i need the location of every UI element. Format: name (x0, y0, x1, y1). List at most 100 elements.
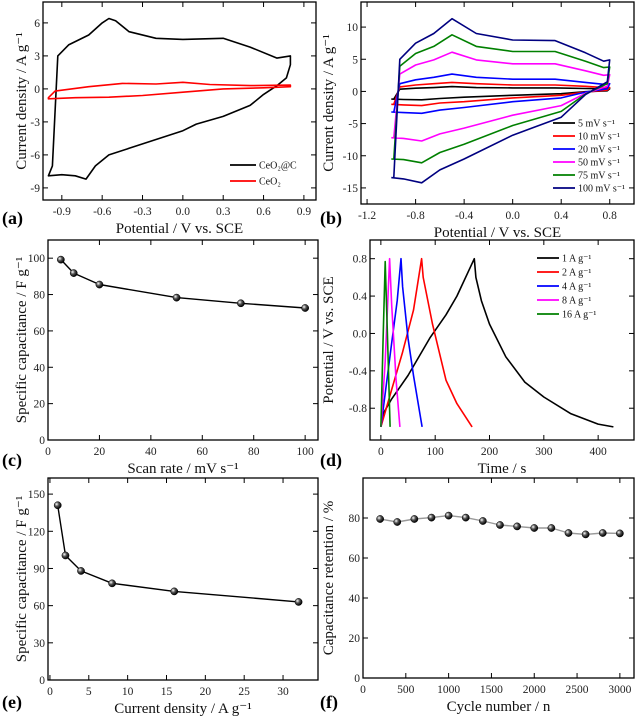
x-tick-label: 0.8 (603, 210, 618, 222)
y-axis-label: Specific capacitance / F g⁻¹ (14, 257, 30, 424)
x-axis-label: Scan rate / mV s⁻¹ (127, 461, 238, 477)
y-tick-label: 120 (28, 526, 46, 538)
panel-e: 0 5 10 15 20 25 30 0 30 60 90 120 150 Current density… (2, 477, 319, 716)
data-point (172, 293, 181, 302)
x-tick-label: 300 (535, 446, 553, 458)
y-axis-label: Current density / A g⁻¹ (14, 32, 30, 169)
data-point (410, 515, 419, 523)
legend-label: CeO₂ (259, 177, 281, 188)
panel-label: (d) (320, 450, 342, 471)
x-tick-label: 5 (86, 686, 92, 698)
x-tick-label: 0 (45, 446, 51, 458)
series-line-3 (380, 257, 401, 427)
series-line-5 (391, 17, 611, 184)
data-point (77, 567, 85, 575)
y-axis-label: Current density / A g⁻¹ (321, 34, 337, 171)
y-tick-label: 150 (28, 489, 46, 501)
plot-frame (360, 1, 635, 205)
y-tick-label: 0 (354, 673, 360, 685)
data-point (53, 501, 62, 510)
data-point (598, 529, 607, 537)
data-point (301, 304, 309, 312)
x-tick-label: -0.3 (133, 206, 151, 218)
data-point (616, 529, 624, 538)
data-point (479, 517, 487, 525)
legend-label: 100 mV s⁻¹ (578, 184, 625, 195)
plot-frame (369, 239, 635, 441)
data-point (69, 269, 78, 277)
panel-label: (a) (2, 208, 23, 229)
data-point (57, 255, 65, 264)
y-tick-label: 0.4 (353, 291, 368, 303)
x-tick-label: 0 (378, 446, 384, 458)
x-tick-label: 0.0 (176, 206, 191, 218)
x-tick-label: 0 (360, 684, 366, 696)
y-tick-label: -10 (343, 151, 359, 163)
series-line-2 (391, 73, 611, 115)
x-tick-label: 10 (122, 686, 134, 698)
y-tick-label: 0.8 (353, 254, 368, 266)
data-point (393, 518, 402, 526)
series-line-1 (47, 81, 292, 100)
panel-label: (f) (320, 692, 338, 713)
y-tick-label: -0.8 (349, 403, 367, 415)
x-axis-label: Current density / A g⁻¹ (114, 701, 251, 716)
panel-a: -0.9 -0.6 -0.3 0.0 0.3 0.6 0.9 -9 -6 -3 0 3 6 Potenti… (2, 1, 317, 237)
y-axis-label: Capacitance retention / % (321, 501, 337, 656)
panel-b: -1.2 -0.8 -0.4 0.0 0.4 0.8 -15 -10 -5 0 5 10 Potenti… (320, 1, 635, 241)
x-tick-label: -0.8 (406, 210, 424, 222)
x-tick-label: 25 (238, 686, 250, 698)
legend-label: 50 mV s⁻¹ (578, 158, 620, 169)
data-point (376, 515, 384, 523)
panel-c: 0 20 40 60 80 100 0 20 40 60 80 100 Scan rate / mV s… (2, 239, 319, 477)
x-tick-label: -1.2 (358, 210, 376, 222)
legend-label: 2 A g⁻¹ (562, 268, 591, 279)
panel-label: (b) (320, 208, 342, 229)
series-line-0 (380, 257, 614, 428)
y-axis-label: Specific capacitance / F g⁻¹ (14, 496, 30, 663)
x-tick-label: 100 (427, 446, 445, 458)
y-tick-label: 3 (34, 51, 40, 63)
data-point (513, 522, 521, 531)
data-point (444, 511, 453, 520)
y-tick-label: 40 (34, 362, 46, 374)
legend-label: 5 mV s⁻¹ (578, 119, 615, 130)
plot-frame (42, 1, 317, 201)
y-tick-label: -3 (30, 117, 40, 129)
series-line-3 (391, 51, 611, 142)
x-tick-label: 0.6 (256, 206, 271, 218)
y-tick-label: 6 (34, 18, 40, 30)
legend-label: 75 mV s⁻¹ (578, 171, 620, 182)
x-axis-label: Potential / V vs. SCE (434, 225, 561, 241)
x-tick-label: 0.3 (216, 206, 231, 218)
y-tick-label: 100 (28, 253, 46, 265)
data-point (530, 524, 539, 532)
y-tick-label: 10 (347, 22, 359, 34)
y-tick-label: 40 (349, 593, 361, 605)
x-tick-label: 0.4 (554, 210, 569, 222)
y-tick-label: 0 (39, 435, 45, 447)
x-tick-label: -0.6 (93, 206, 111, 218)
x-tick-label: 200 (481, 446, 499, 458)
panel-f: 0 500 1000 1500 2000 2500 3000 0 20 40 60 80 Cycle n… (320, 477, 635, 715)
y-tick-label: -6 (30, 150, 40, 162)
data-point (108, 579, 116, 588)
y-tick-label: 5 (352, 54, 358, 66)
x-tick-label: 20 (200, 686, 212, 698)
y-tick-label: 80 (34, 290, 46, 302)
legend-label: CeO₂@C (259, 161, 297, 172)
x-tick-label: 40 (145, 446, 157, 458)
x-tick-label: 3000 (608, 684, 631, 696)
x-tick-label: 500 (397, 684, 415, 696)
x-tick-label: -0.9 (53, 206, 71, 218)
y-tick-label: 20 (349, 633, 361, 645)
x-tick-label: 1500 (480, 684, 503, 696)
x-tick-label: 60 (197, 446, 209, 458)
panel-label: (c) (2, 450, 22, 471)
y-tick-label: 0 (39, 675, 45, 687)
series-line-0 (57, 505, 299, 603)
data-point (294, 598, 303, 606)
y-tick-label: 20 (34, 399, 46, 411)
plot-frame (362, 477, 635, 679)
